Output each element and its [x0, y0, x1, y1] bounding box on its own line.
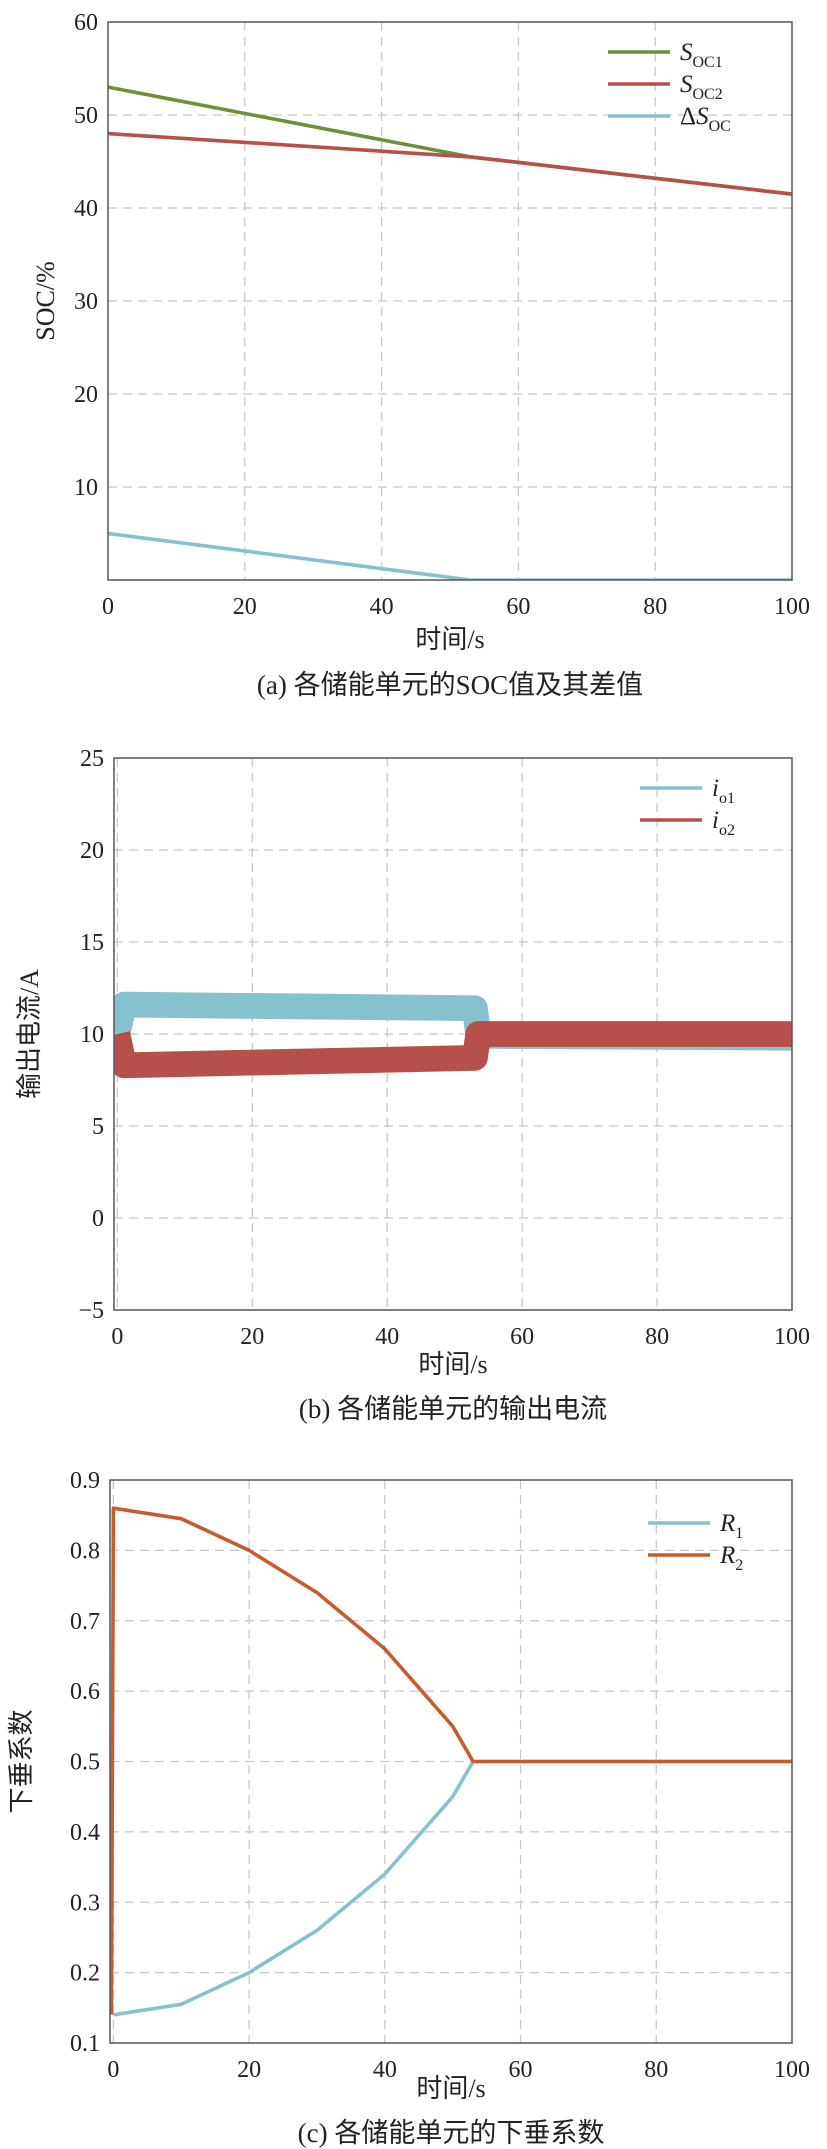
plot-frame	[113, 757, 793, 1311]
legend-label-1: SOC1	[680, 39, 723, 71]
y-tick-label: 15	[80, 930, 104, 956]
x-axis-label: 时间/s	[416, 2074, 485, 2103]
y-tick-label: 10	[74, 475, 98, 501]
chart-caption: (b) 各储能单元的输出电流	[299, 1394, 607, 1424]
x-tick-label: 20	[237, 2057, 261, 2083]
chart-caption: (c) 各储能单元的下垂系数	[298, 2118, 605, 2148]
x-tick-label: 80	[644, 2057, 668, 2083]
plot-frame	[107, 21, 793, 581]
y-tick-label: 0.9	[70, 1468, 100, 1494]
legend-label-1: io1	[712, 775, 735, 807]
y-tick-label: 0.3	[70, 1890, 100, 1916]
x-tick-label: 60	[510, 1324, 534, 1350]
y-tick-label: 0	[92, 1206, 104, 1232]
y-tick-label: 5	[92, 1114, 104, 1140]
x-tick-label: 0	[107, 2057, 119, 2083]
series-line-3	[108, 531, 792, 580]
x-tick-label: 100	[774, 594, 810, 620]
x-tick-label: 20	[233, 594, 257, 620]
series-line-2	[108, 131, 792, 196]
y-tick-label: 0.1	[70, 2031, 100, 2057]
y-tick-label: 20	[74, 382, 98, 408]
series-line-2	[110, 1506, 792, 2015]
x-axis-label: 时间/s	[415, 625, 484, 654]
chart-1: 0 20 40 60 80 100 −5 0 5 10 15 20 25 时间/s 输出电流/A (b) 各储…	[15, 746, 810, 1424]
y-tick-label: 0.8	[70, 1538, 100, 1564]
legend-label-3: ΔSOC	[680, 103, 731, 135]
y-tick-label: 60	[74, 10, 98, 36]
y-tick-label: 30	[74, 289, 98, 315]
x-tick-label: 40	[370, 594, 394, 620]
series-line-1	[113, 1759, 792, 2017]
x-tick-label: 100	[774, 2057, 810, 2083]
series-group	[108, 85, 792, 580]
y-tick-label: 40	[74, 196, 98, 222]
x-tick-label: 80	[643, 594, 667, 620]
series-line-2	[114, 1021, 792, 1079]
y-tick-label: 0.7	[70, 1609, 100, 1635]
series-group	[114, 991, 792, 1079]
x-axis-label: 时间/s	[418, 1350, 487, 1379]
x-tick-label: 0	[102, 594, 114, 620]
y-tick-label: 0.2	[70, 1961, 100, 1987]
chart-2: 0 20 40 60 80 100 0.1 0.2 0.3 0.4 0.5 0.6 0.7 0.8 0.9 时…	[7, 1468, 810, 2148]
chart-caption: (a) 各储能单元的SOC值及其差值	[257, 670, 643, 700]
legend-label-2: SOC2	[680, 71, 723, 103]
y-tick-label: 0.5	[70, 1750, 100, 1776]
y-tick-label: 10	[80, 1022, 104, 1048]
x-tick-label: 100	[774, 1324, 810, 1350]
x-tick-label: 40	[375, 1324, 399, 1350]
x-tick-label: 80	[645, 1324, 669, 1350]
y-tick-label: 20	[80, 838, 104, 864]
plot-frame	[109, 1479, 793, 2044]
chart-0: 0 20 40 60 80 100 10 20 30 40 50 60 时间/s SOC/% (a) 各储能…	[31, 10, 810, 700]
x-tick-label: 0	[111, 1324, 123, 1350]
legend-label-2: R2	[719, 1542, 743, 1574]
y-tick-label: 50	[74, 103, 98, 129]
y-tick-label: 0.6	[70, 1679, 100, 1705]
series-group	[110, 1506, 792, 2017]
y-axis-label: 下垂系数	[7, 1709, 36, 1813]
y-axis-label: 输出电流/A	[15, 969, 44, 1099]
y-tick-label: −5	[78, 1298, 104, 1324]
y-axis-label: SOC/%	[31, 261, 60, 340]
x-tick-label: 40	[373, 2057, 397, 2083]
y-tick-label: 25	[80, 746, 104, 772]
x-tick-label: 20	[240, 1324, 264, 1350]
x-tick-label: 60	[509, 2057, 533, 2083]
x-tick-label: 60	[506, 594, 530, 620]
legend-label-1: R1	[719, 1510, 743, 1542]
y-tick-label: 0.4	[70, 1820, 100, 1846]
legend-label-2: io2	[712, 807, 735, 839]
